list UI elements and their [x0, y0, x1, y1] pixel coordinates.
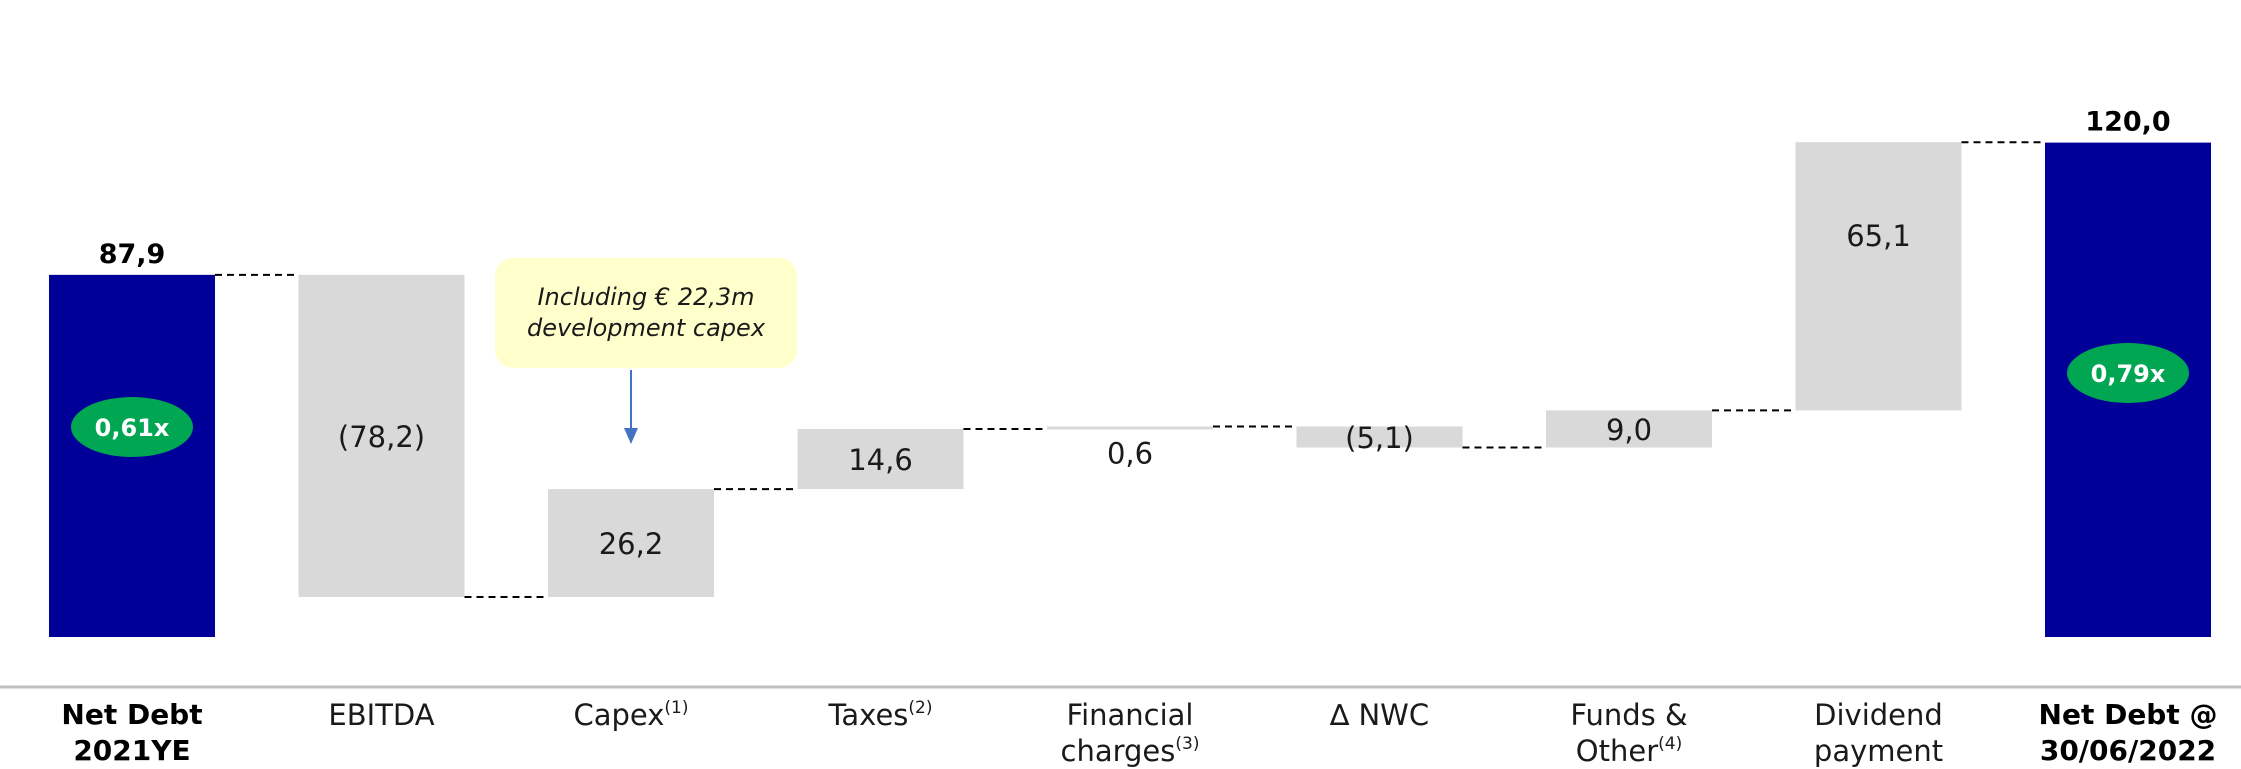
- category-footnote-ref: (4): [1658, 734, 1683, 754]
- category-label-text: Financial charges: [1060, 698, 1194, 768]
- category-footnote-ref: (1): [664, 698, 689, 718]
- ratio-badge: [71, 397, 193, 457]
- value-label: (5,1): [1345, 421, 1414, 455]
- category-label: Net Debt @ 30/06/2022: [2023, 697, 2233, 769]
- ratio-badge-label: 0,61x: [95, 414, 170, 442]
- category-footnote-ref: (2): [908, 698, 933, 718]
- category-label: Financial charges(3): [1025, 697, 1235, 769]
- category-label: Dividend payment: [1774, 697, 1984, 769]
- delta-bar: [1546, 410, 1712, 448]
- connector-lines: [215, 141, 2045, 599]
- value-labels: 87,9 (78,2) 26,2 14,6 0,6 (5,1) 9,0 65,1 120,0: [99, 107, 2171, 561]
- category-label: Taxes(2): [776, 697, 986, 733]
- value-label: (78,2): [338, 420, 425, 454]
- delta-bar: [298, 274, 465, 598]
- ratio-badge: [2067, 343, 2189, 403]
- category-label: Funds & Other(4): [1524, 697, 1734, 769]
- annotation-line-1: Including € 22,3m: [537, 283, 755, 311]
- value-label: 120,0: [2085, 107, 2170, 138]
- category-footnote-ref: (3): [1175, 734, 1200, 754]
- category-label-text: Funds & Other: [1570, 698, 1688, 768]
- value-label: 87,9: [99, 239, 166, 270]
- category-label: ∆ NWC: [1275, 697, 1485, 733]
- category-label-text: ∆ NWC: [1329, 698, 1430, 732]
- value-label: 9,0: [1606, 413, 1652, 447]
- value-label: 0,6: [1107, 436, 1153, 470]
- delta-bar: [797, 428, 964, 490]
- category-label: Capex(1): [526, 697, 736, 733]
- ratio-badge-label: 0,79x: [2091, 360, 2166, 388]
- annotation-arrow: [624, 370, 638, 444]
- category-label-text: Net Debt 2021YE: [61, 698, 203, 767]
- category-label-text: Net Debt @ 30/06/2022: [2038, 698, 2218, 767]
- delta-bar: [548, 489, 714, 598]
- delta-bar: [1047, 426, 1213, 430]
- category-label-text: Dividend payment: [1813, 698, 1944, 768]
- value-label: 26,2: [599, 527, 664, 561]
- category-label-text: Capex: [573, 698, 665, 732]
- category-label: EBITDA: [277, 697, 487, 733]
- delta-bar: [1795, 142, 1962, 411]
- category-label-text: Taxes: [828, 698, 909, 732]
- category-label-text: EBITDA: [328, 698, 435, 732]
- delta-bar: [1296, 426, 1463, 448]
- arrow-head: [624, 428, 638, 444]
- category-label: Net Debt 2021YE: [27, 697, 237, 769]
- bars: [49, 142, 2211, 637]
- annotation-line-2: development capex: [526, 314, 766, 342]
- capex-annotation-note: Including € 22,3m development capex: [495, 258, 797, 368]
- ratio-badges: 0,61x 0,79x: [71, 343, 2189, 457]
- value-label: 65,1: [1846, 219, 1911, 253]
- value-label: 14,6: [848, 443, 913, 477]
